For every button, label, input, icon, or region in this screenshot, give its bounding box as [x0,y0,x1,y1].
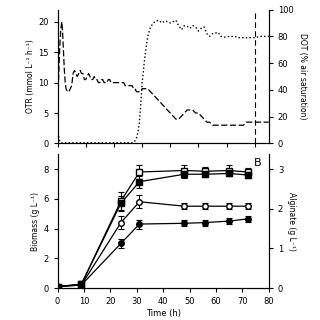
Y-axis label: Biomass (g L⁻¹): Biomass (g L⁻¹) [31,192,40,251]
Y-axis label: Alginate (g L⁻¹): Alginate (g L⁻¹) [287,192,296,251]
Y-axis label: DOT (% air saturation): DOT (% air saturation) [298,33,307,120]
X-axis label: Time (h): Time (h) [146,309,181,318]
Y-axis label: OTR (mmol L⁻¹ h⁻¹): OTR (mmol L⁻¹ h⁻¹) [26,40,35,113]
Text: B: B [254,158,262,168]
